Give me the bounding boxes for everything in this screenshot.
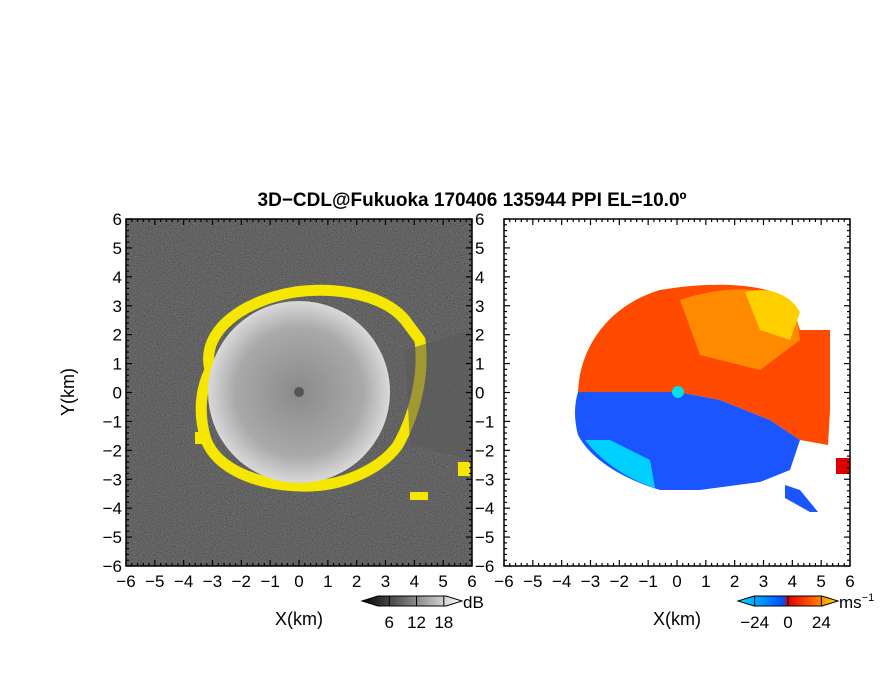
reflectivity-patch-southeast [410,492,428,500]
x-tick-label: −6 [116,572,135,591]
y-tick-label: −4 [475,499,494,518]
velocity-colorbar-unit: ms−1 [839,592,874,612]
reflectivity-colorbar-ticks: 6 12 18 [385,596,453,632]
x-axis-label-right: X(km) [653,609,701,629]
y-tick-label: 6 [113,210,122,229]
reflectivity-patch-east [458,462,470,476]
y-tick-label: 1 [113,355,122,374]
reflectivity-side-echo [405,330,472,460]
y-tick-label: 2 [113,326,122,345]
y-tick-label: 4 [475,268,484,287]
reflectivity-colorbar-body [360,595,464,607]
x-tick-label: −2 [232,572,251,591]
y-tick-label: 3 [475,297,484,316]
x-tick-label: −4 [174,572,193,591]
x-tick-label: −2 [610,572,629,591]
reflectivity-patch-southwest [195,432,205,444]
x-tick-label: 6 [845,572,854,591]
x-tick-label: 0 [294,572,303,591]
y-tick-label: −2 [475,441,494,460]
x-tick-label: −1 [260,572,279,591]
colorbar-tick-label: 6 [385,613,394,632]
y-tick-label: −6 [475,557,494,576]
velocity-east-patch [836,458,850,474]
colorbar-tick-label: 0 [783,613,792,632]
reflectivity-panel: −6 −5 −4 −3 −2 −1 0 1 2 3 4 5 66 65 54 43 32 21 10 0−1 −1−2−… [103,210,495,591]
reflectivity-colorbar-unit: dB [463,593,484,612]
y-tick-label: −5 [103,528,122,547]
y-tick-label: 0 [475,384,484,403]
velocity-southeast-echo [785,485,818,512]
colorbar-tick-label: −24 [740,613,769,632]
y-tick-label: 2 [475,326,484,345]
y-tick-label: 5 [475,239,484,258]
y-tick-label: −1 [103,412,122,431]
velocity-panel: −6 −5 −4 −3 −2 −1 0 1 2 3 4 5 6 [494,218,855,591]
x-tick-label: 3 [381,572,390,591]
x-tick-label: 5 [438,572,447,591]
reflectivity-axes: −6 −5 −4 −3 −2 −1 0 1 2 3 4 5 66 65 54 43 32 21 10 0−1 −1−2−… [103,210,495,591]
velocity-colorbar: −24 0 24 ms−1 [736,592,874,632]
velocity-axes: −6 −5 −4 −3 −2 −1 0 1 2 3 4 5 6 [494,218,855,591]
x-tick-label: −4 [552,572,571,591]
velocity-colorbar-ticks: −24 0 24 [740,596,831,632]
x-tick-label: 1 [323,572,332,591]
velocity-receding-peak [745,290,800,340]
y-tick-label: −3 [103,470,122,489]
colorbar-tick-label: 24 [812,613,831,632]
x-tick-label: 3 [759,572,768,591]
y-tick-label: −3 [475,470,494,489]
y-tick-label: −6 [103,557,122,576]
x-axis-label-left: X(km) [275,609,323,629]
x-tick-label: 6 [467,572,476,591]
x-tick-label: 5 [816,572,825,591]
y-tick-label: −4 [103,499,122,518]
x-tick-label: −3 [581,572,600,591]
radar-site-left [294,387,304,397]
reflectivity-colorbar: 6 12 18 dB [360,593,484,632]
x-tick-label: −6 [494,572,513,591]
y-tick-label: 1 [475,355,484,374]
velocity-colorbar-unit-exponent: −1 [862,592,875,604]
x-tick-label: 4 [788,572,797,591]
x-tick-label: 0 [672,572,681,591]
x-tick-label: 2 [730,572,739,591]
y-axis-label: Y(km) [58,368,78,416]
x-tick-label: −5 [145,572,164,591]
x-tick-label: 2 [352,572,361,591]
x-tick-label: 1 [701,572,710,591]
colorbar-tick-label: 12 [407,613,426,632]
reflectivity-edge-highlight [195,284,427,492]
x-tick-label: −5 [523,572,542,591]
velocity-approaching-light [585,440,655,488]
x-tick-label: 4 [410,572,419,591]
x-tick-label: −1 [638,572,657,591]
y-tick-label: 4 [113,268,122,287]
y-tick-label: 5 [113,239,122,258]
colorbar-tick-label: 18 [434,613,453,632]
figure-title: 3D−CDL@Fukuoka 170406 135944 PPI EL=10.0… [258,190,687,211]
radar-site-right [672,386,684,398]
y-tick-label: 0 [113,384,122,403]
y-tick-label: 6 [475,210,484,229]
x-tick-label: −3 [203,572,222,591]
y-tick-label: −1 [475,412,494,431]
y-tick-label: −2 [103,441,122,460]
y-tick-label: 3 [113,297,122,316]
y-tick-label: −5 [475,528,494,547]
velocity-colorbar-unit-base: ms [839,593,862,612]
